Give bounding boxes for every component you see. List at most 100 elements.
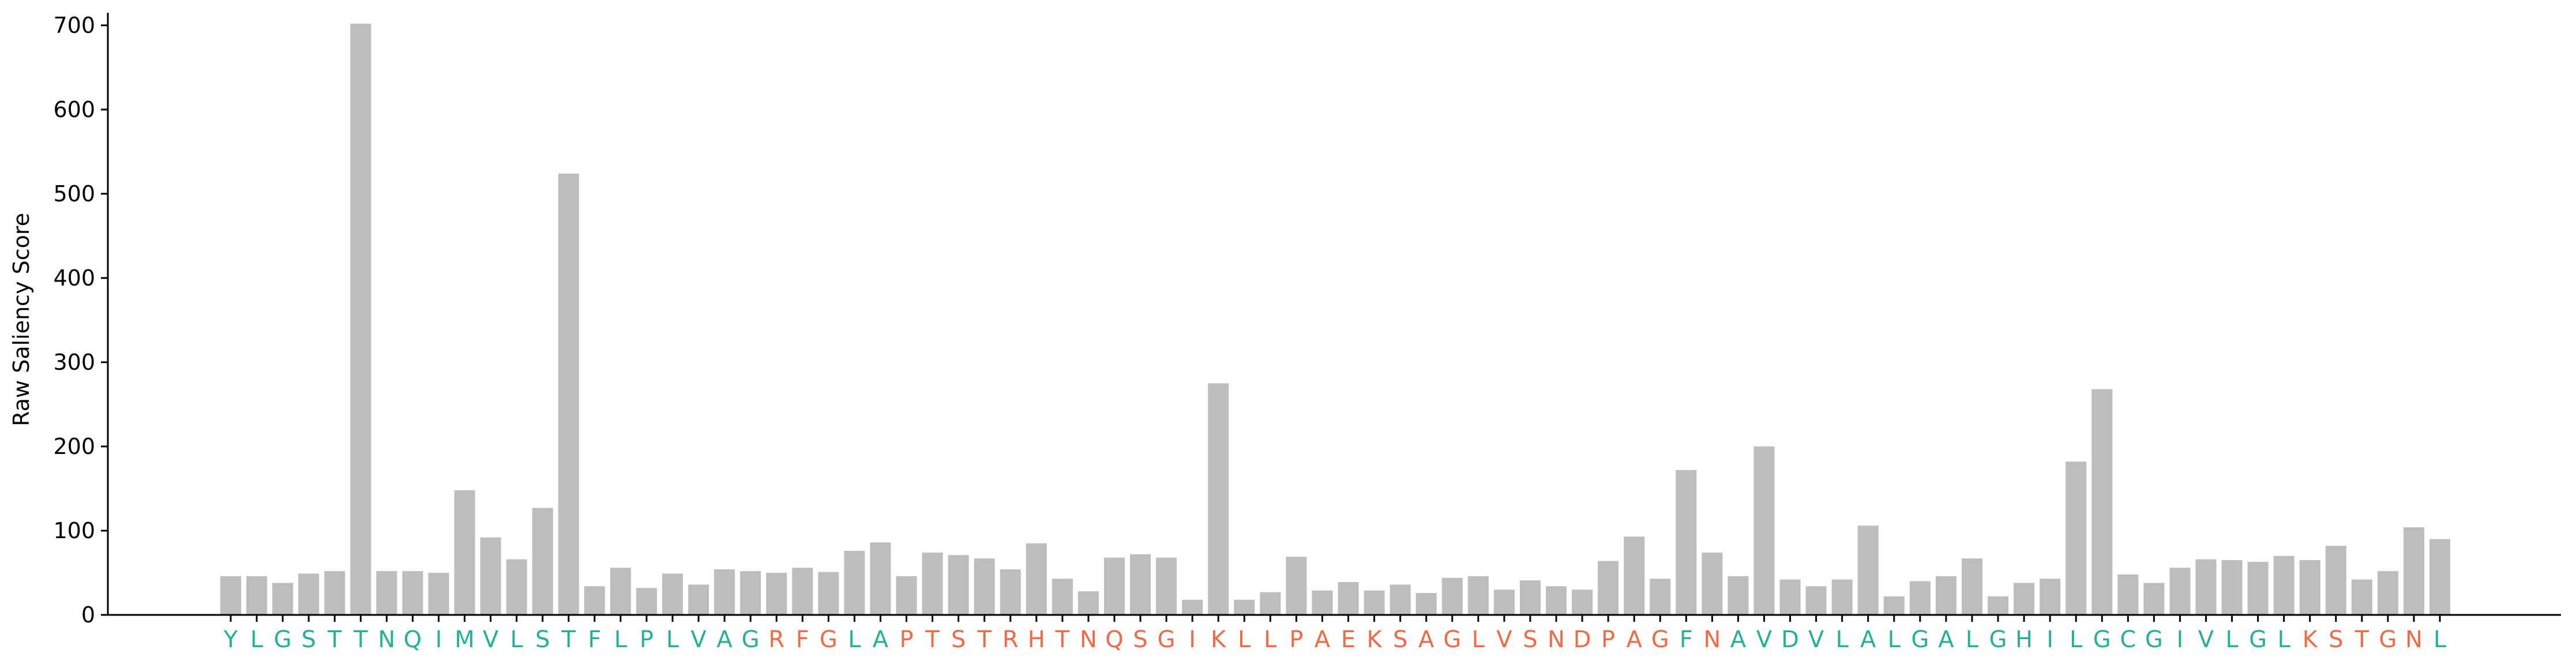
bar-85 [2429,539,2451,615]
bar-52 [1572,590,1593,615]
x-tick-label: G [1651,626,1669,653]
x-tick-label: D [1574,626,1591,653]
x-tick-label: G [1989,626,2007,653]
x-tick-label: T [327,626,342,653]
x-tick-label: V [483,626,499,653]
x-tick-label: H [1028,626,1045,653]
bar-16 [636,588,657,615]
bar-8 [428,572,449,615]
x-tick-label: S [2329,626,2343,653]
x-tick-label: I [2046,626,2053,653]
bar-10 [480,537,501,615]
x-tick-label: A [1860,626,1876,653]
x-tick-label: R [1002,626,1019,653]
bar-45 [1390,584,1411,615]
x-tick-label: V [2198,626,2214,653]
bar-81 [2325,546,2346,615]
bar-47 [1441,577,1463,615]
x-tick-label: A [1315,626,1331,653]
x-tick-label: A [1418,626,1435,653]
x-tick-label: S [301,626,316,653]
y-tick-label: 300 [53,350,95,375]
x-tick-label: R [768,626,784,653]
bar-77 [2221,560,2243,615]
bar-55 [1650,579,1671,615]
x-tick-label: G [1158,626,1176,653]
bar-80 [2299,560,2320,615]
bar-3 [298,573,320,615]
bar-1 [246,576,268,615]
bar-27 [922,552,943,615]
x-tick-label: T [561,626,576,653]
bar-51 [1545,586,1567,615]
x-tick-label: T [353,626,368,653]
y-tick-label: 700 [53,13,95,38]
bar-69 [2014,583,2035,615]
x-tick-label: T [977,626,992,653]
x-tick-label: A [873,626,889,653]
bar-60 [1779,579,1801,615]
x-tick-label: L [1238,626,1251,653]
bar-82 [2351,579,2372,615]
x-tick-label: L [848,626,861,653]
x-tick-label: G [2249,626,2267,653]
bar-44 [1364,590,1385,615]
bar-65 [1909,581,1931,615]
bar-4 [324,571,346,615]
bar-79 [2273,555,2295,615]
bar-26 [896,576,917,615]
y-tick-label: 500 [53,181,95,207]
x-tick-label: V [1808,626,1824,653]
bar-75 [2169,568,2191,615]
bar-46 [1415,593,1437,615]
bar-67 [1961,558,1982,615]
bar-22 [792,568,813,615]
x-tick-label: F [796,626,809,653]
bar-72 [2091,389,2113,615]
bar-24 [844,551,865,615]
y-tick-label: 100 [53,518,95,543]
x-tick-label: L [666,626,679,653]
x-tick-label: G [2145,626,2163,653]
bar-12 [532,508,553,615]
bar-39 [1234,599,1255,615]
x-tick-label: L [2070,626,2083,653]
bar-11 [506,559,527,615]
bar-2 [272,583,294,615]
y-tick-label: 400 [53,265,95,291]
bar-19 [714,569,735,615]
x-tick-label: I [435,626,442,653]
bar-13 [558,173,579,615]
bar-42 [1312,590,1333,615]
x-tick-label: T [925,626,940,653]
bar-83 [2377,571,2398,615]
x-tick-label: I [2177,626,2184,653]
x-tick-label: P [640,626,654,653]
bar-9 [454,490,475,615]
x-tick-label: D [1781,626,1799,653]
bar-17 [662,573,684,615]
bar-53 [1598,561,1619,615]
x-tick-label: G [1443,626,1461,653]
bar-76 [2195,559,2217,615]
x-tick-label: E [1341,626,1355,653]
bar-23 [818,572,839,615]
bar-57 [1702,552,1723,615]
x-tick-label: H [2015,626,2033,653]
bar-66 [1935,576,1957,615]
bars-group [220,23,2451,615]
x-tick-label: P [1289,626,1303,653]
bar-30 [1000,569,1021,615]
bar-61 [1805,586,1827,615]
x-tick-label: Q [404,626,422,653]
bar-48 [1467,576,1489,615]
bar-74 [2143,583,2165,615]
bar-21 [766,572,787,615]
x-tick-label: L [1966,626,1979,653]
bar-18 [688,584,709,615]
x-tick-label: K [1366,626,1383,653]
bar-34 [1103,557,1125,615]
x-tick-label: A [1730,626,1747,653]
